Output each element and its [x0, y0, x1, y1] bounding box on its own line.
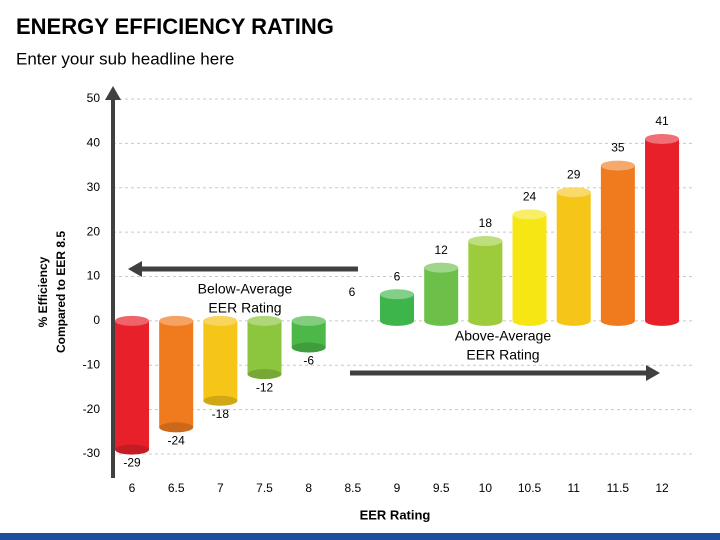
- bar: [512, 214, 547, 321]
- bar-cap: [556, 315, 591, 326]
- bar-cap: [645, 315, 680, 326]
- bar: [203, 320, 238, 401]
- y-tick-label: 20: [87, 224, 101, 238]
- x-tick-label: 9.5: [433, 481, 450, 495]
- x-tick-label: 7.5: [256, 481, 273, 495]
- x-axis-label: EER Rating: [360, 507, 431, 522]
- below-arrow-head: [128, 261, 142, 277]
- bar-cap: [291, 315, 326, 326]
- x-tick-label: 10: [479, 481, 493, 495]
- bar-cap: [645, 133, 680, 144]
- y-axis-label-line: % Efficiency: [36, 256, 50, 327]
- y-tick-label: 0: [93, 313, 100, 327]
- bar: [645, 138, 680, 321]
- y-tick-label: 10: [87, 269, 101, 283]
- x-tick-label: 6: [129, 481, 136, 495]
- bar-cap: [159, 315, 194, 326]
- bar-cap: [115, 315, 149, 326]
- value-label: 29: [567, 167, 581, 181]
- y-tick-label: 40: [87, 136, 101, 150]
- annotation: Above-Average: [455, 328, 551, 344]
- value-label: -24: [167, 434, 185, 448]
- y-tick-label: -20: [83, 402, 101, 416]
- value-label: -29: [123, 456, 141, 470]
- y-tick-label: 30: [87, 180, 101, 194]
- x-tick-label: 8: [305, 481, 312, 495]
- value-label: 41: [655, 114, 669, 128]
- bar: [556, 192, 591, 321]
- bar-cap: [247, 315, 282, 326]
- x-tick-label: 11: [567, 481, 580, 495]
- annotation: 6: [349, 285, 356, 299]
- bar: [468, 241, 503, 321]
- x-tick-label: 10.5: [518, 481, 542, 495]
- value-label: -6: [303, 354, 314, 368]
- bar-cap: [468, 236, 503, 246]
- bar-cap: [512, 209, 547, 220]
- value-label: 6: [394, 269, 401, 283]
- bar-cap: [468, 315, 503, 326]
- value-label: -18: [212, 407, 230, 421]
- bar-cap: [380, 315, 415, 326]
- bar-cap: [424, 262, 459, 273]
- y-axis-arrow: [105, 86, 121, 100]
- chart-title: ENERGY EFFICIENCY RATING: [16, 14, 334, 39]
- bar-cap: [291, 342, 326, 353]
- x-tick-label: 11.5: [607, 481, 630, 495]
- bar-cap: [600, 315, 635, 326]
- bar-cap: [203, 395, 238, 406]
- annotation: EER Rating: [466, 347, 539, 363]
- bar-cap: [247, 369, 282, 380]
- value-label: 35: [611, 141, 625, 155]
- bar: [247, 320, 282, 375]
- y-axis-label: % Efficiency Compared to EER 8.5: [36, 231, 68, 353]
- footer-stripe: [0, 533, 720, 540]
- annotation: Below-Average: [198, 281, 293, 297]
- y-tick-label: 50: [87, 91, 101, 105]
- bar-cap: [424, 315, 459, 326]
- bar: [115, 320, 149, 450]
- bar-cap: [159, 422, 194, 433]
- bar: [424, 267, 459, 321]
- x-tick-label: 9: [394, 481, 401, 495]
- x-tick-label: 12: [655, 481, 669, 495]
- bar-cap: [203, 315, 238, 326]
- bar-cap: [556, 187, 591, 198]
- y-tick-label: -30: [83, 446, 101, 460]
- bar: [159, 320, 194, 428]
- chart-subtitle: Enter your sub headline here: [16, 49, 234, 68]
- value-label: -12: [256, 380, 274, 394]
- bar-cap: [512, 315, 547, 326]
- bar-cap: [380, 289, 415, 300]
- value-label: 18: [479, 216, 493, 230]
- x-tick-label: 6.5: [168, 481, 185, 495]
- above-arrow-head: [646, 365, 660, 381]
- x-tick-label: 7: [217, 481, 224, 495]
- y-tick-label: -10: [83, 357, 101, 371]
- bar: [600, 165, 635, 321]
- x-tick-label: 8.5: [345, 481, 362, 495]
- annotation: EER Rating: [208, 300, 281, 316]
- bar-cap: [600, 160, 635, 171]
- y-axis-label-line: Compared to EER 8.5: [54, 231, 68, 353]
- bar-cap: [115, 444, 149, 455]
- value-label: 24: [523, 190, 537, 204]
- value-label: 12: [435, 243, 449, 257]
